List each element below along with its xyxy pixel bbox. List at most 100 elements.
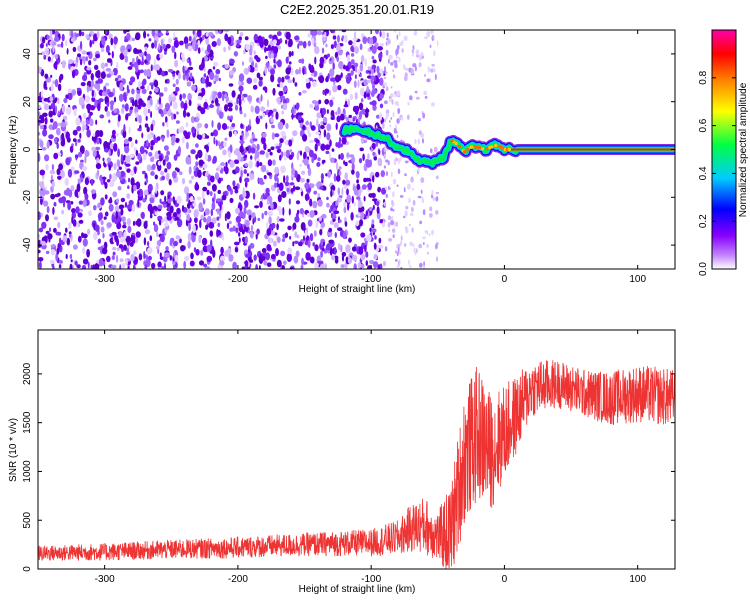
noise-blob [244,177,250,183]
noise-blob [234,241,240,246]
noise-blob [141,132,144,139]
noise-blob [386,32,389,38]
noise-blob [435,191,440,195]
noise-blob [178,171,183,175]
noise-blob [244,199,249,208]
noise-blob [123,244,127,251]
noise-blob [203,217,207,223]
noise-blob [295,102,299,111]
noise-blob [81,232,84,237]
noise-blob [231,123,236,128]
noise-blob [135,161,140,165]
noise-blob [205,32,209,37]
noise-blob [174,51,177,60]
noise-blob [196,122,203,129]
noise-blob [87,261,90,269]
noise-blob [399,41,403,47]
noise-blob [96,69,101,79]
noise-blob [412,63,417,68]
noise-blob [359,211,365,220]
noise-blob [278,90,284,97]
noise-blob [135,237,139,243]
noise-blob [157,261,162,268]
noise-blob [90,80,95,88]
noise-blob [104,30,108,35]
noise-blob [376,114,380,119]
noise-blob [372,82,375,90]
noise-blob [316,30,323,36]
noise-blob [265,152,269,159]
noise-blob [238,232,241,237]
noise-blob [428,233,431,237]
noise-blob [83,125,87,130]
noise-blob [127,265,130,269]
noise-blob [77,235,82,243]
noise-blob [309,210,315,218]
noise-blob [239,140,245,144]
noise-blob [202,186,208,192]
noise-blob [62,235,68,243]
noise-blob [322,159,326,164]
noise-blob [424,230,428,233]
noise-blob [400,266,403,269]
noise-blob [302,67,305,76]
noise-blob [137,59,141,66]
noise-blob [173,39,179,48]
noise-blob [190,149,196,155]
noise-blob [332,84,338,93]
noise-blob [430,30,434,35]
noise-blob [362,153,365,161]
noise-blob [238,237,241,243]
noise-blob [147,183,153,192]
noise-blob [131,37,136,42]
signal-peak [454,141,458,146]
noise-blob [280,165,286,174]
noise-blob [316,112,322,119]
noise-blob [205,171,209,177]
noise-blob [228,254,234,262]
noise-blob [341,35,345,39]
noise-blob [167,194,171,200]
noise-blob [86,119,89,124]
noise-blob [258,264,261,269]
noise-blob [92,133,96,138]
noise-blob [312,242,316,247]
noise-blob [45,49,50,55]
noise-blob [310,125,316,131]
noise-blob [367,66,372,71]
noise-blob [186,112,191,117]
noise-blob [249,259,254,263]
noise-blob [206,189,210,196]
noise-blob [80,40,83,50]
noise-blob [149,235,153,242]
noise-blob [326,196,329,201]
noise-blob [97,238,102,244]
noise-blob [257,35,263,44]
noise-blob [250,105,254,113]
noise-blob [345,256,349,264]
noise-blob [394,91,398,95]
noise-blob [199,219,202,229]
noise-blob [267,172,272,176]
noise-blob [82,199,87,208]
noise-blob [94,99,98,108]
noise-blob [213,77,216,82]
noise-blob [150,145,154,151]
noise-blob [429,44,432,48]
noise-blob [383,165,386,169]
noise-blob [249,230,254,239]
noise-blob [165,172,170,181]
noise-blob [41,36,46,44]
noise-blob [286,253,292,262]
noise-blob [265,122,268,130]
noise-blob [298,92,302,96]
noise-blob [97,212,103,221]
noise-blob [227,185,232,192]
noise-blob [371,45,377,55]
noise-blob [165,246,169,251]
noise-blob [227,102,233,108]
noise-blob [388,55,393,60]
noise-blob [124,103,129,112]
noise-blob [399,195,404,198]
